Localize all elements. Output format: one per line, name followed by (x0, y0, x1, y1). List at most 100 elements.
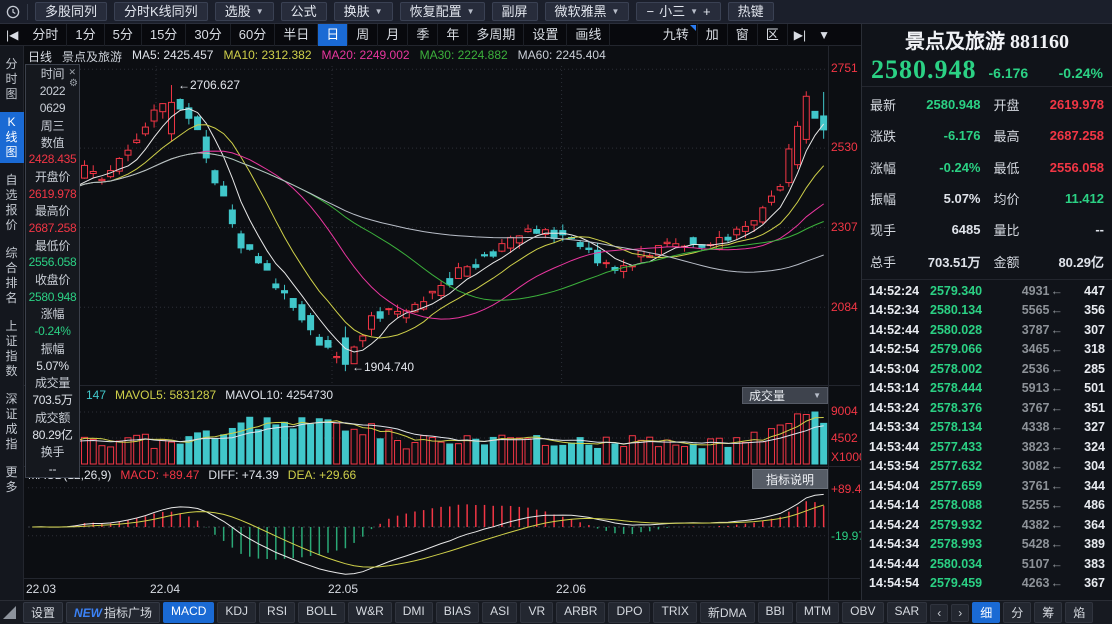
period-tab[interactable]: 60分 (231, 23, 276, 46)
view-mode-tab[interactable]: 细 (972, 602, 1001, 623)
indicator-tab[interactable]: RSI (259, 602, 296, 623)
indicator-tab[interactable]: BOLL (298, 602, 345, 623)
indicator-tab[interactable]: BIAS (435, 602, 480, 623)
gear-icon[interactable]: ⚙ (69, 78, 78, 89)
period-tab[interactable]: 多周期 (468, 23, 525, 46)
period-tab[interactable]: 周 (348, 23, 379, 46)
topbar-button[interactable]: 分时K线同列 (114, 2, 208, 21)
indicator-tab[interactable]: BBI (757, 602, 793, 623)
view-mode-tab[interactable]: 筹 (1034, 602, 1063, 623)
tick-row[interactable]: 14:54:24 2579.932 4382 ← 364 (862, 515, 1112, 535)
period-tab[interactable]: 5分 (105, 23, 142, 46)
tick-row[interactable]: 14:54:44 2580.034 5107 ← 383 (862, 554, 1112, 574)
toolbar-tool-button[interactable]: 加 (698, 23, 728, 46)
indicator-help-button[interactable]: 指标说明 (752, 469, 828, 489)
sidebar-item[interactable]: 分 时 图 (5, 57, 18, 101)
tick-row[interactable]: 14:52:44 2580.028 3787 ← 307 (862, 320, 1112, 340)
indicator-tab[interactable]: DMI (394, 602, 433, 623)
tick-row[interactable]: 14:53:14 2578.444 5913 ← 501 (862, 379, 1112, 399)
sidebar-item[interactable]: K 线 图 (0, 112, 24, 163)
topbar-button[interactable]: 恢复配置 ▼ (399, 2, 485, 21)
skip-to-start-icon[interactable]: |◀ (6, 27, 19, 42)
indicator-tab[interactable]: VR (520, 602, 554, 623)
scroll-left-button[interactable]: ‹ (930, 603, 949, 622)
tick-row[interactable]: 14:54:54 2579.459 4263 ← 367 (862, 574, 1112, 594)
tick-row[interactable]: 14:52:54 2579.066 3465 ← 318 (862, 340, 1112, 360)
volume-indicator-dropdown[interactable]: 成交量 ▼ (742, 387, 828, 404)
toolbar-tool-button[interactable]: 窗 (728, 23, 758, 46)
settings-button[interactable]: 设置 (23, 602, 64, 623)
period-tab[interactable]: 1分 (67, 23, 105, 46)
font-size-group[interactable]: − 小三 ▼ + (636, 2, 721, 21)
kline-chart[interactable] (24, 46, 860, 600)
toolbar-tool-button[interactable]: 九转 (655, 23, 698, 46)
indicator-tab[interactable]: SAR (886, 602, 928, 623)
clock-icon[interactable] (6, 5, 20, 19)
indicator-tab[interactable]: MACD (163, 602, 215, 623)
topbar-button[interactable]: 换肤 ▼ (333, 2, 393, 21)
indicator-plaza-button[interactable]: NEW 指标广场 (66, 602, 161, 623)
indicator-tab[interactable]: ASI (482, 602, 518, 623)
tick-row[interactable]: 14:54:14 2578.088 5255 ← 486 (862, 496, 1112, 516)
tick-row[interactable]: 14:54:04 2577.659 3761 ← 344 (862, 476, 1112, 496)
font-bigger-button[interactable]: + (703, 4, 711, 19)
tick-row[interactable]: 14:53:44 2577.433 3823 ← 324 (862, 437, 1112, 457)
indicator-tab[interactable]: DPO (608, 602, 651, 623)
tick-time: 14:53:44 (869, 439, 920, 454)
scroll-right-button[interactable]: › (951, 603, 970, 622)
topbar-button[interactable]: 副屏 (491, 2, 538, 21)
toolbar-tool-button[interactable]: 区 (758, 23, 788, 46)
tick-volume: 5428 (1021, 537, 1050, 552)
period-tab[interactable]: 日 (318, 23, 349, 46)
tick-row[interactable]: 14:53:24 2578.376 3767 ← 351 (862, 398, 1112, 418)
topbar-button[interactable]: 多股同列 (35, 2, 108, 21)
period-tab[interactable]: 设置 (524, 23, 568, 46)
sidebar-item[interactable]: 更 多 (5, 465, 18, 494)
period-tab[interactable]: 年 (438, 23, 469, 46)
period-tab[interactable]: 15分 (142, 23, 187, 46)
indicator-tab[interactable]: 新DMA (699, 602, 755, 623)
sidebar-item[interactable]: 上 证 指 数 (5, 319, 18, 378)
topbar-button[interactable]: 公式 (280, 2, 327, 21)
tick-row[interactable]: 14:53:54 2577.632 3082 ← 304 (862, 457, 1112, 477)
indicator-tab[interactable]: TRIX (653, 602, 697, 623)
close-icon[interactable]: ✕ (68, 67, 76, 77)
sidebar-item[interactable]: 综 合 排 名 (5, 246, 18, 305)
skip-to-end-icon[interactable]: ▶| (793, 27, 807, 42)
period-tab[interactable]: 画线 (567, 23, 611, 46)
view-mode-tab[interactable]: 分 (1003, 602, 1032, 623)
tick-row[interactable]: 14:52:24 2579.340 4931 ← 447 (862, 281, 1112, 301)
resize-grip-icon[interactable] (3, 606, 16, 619)
sidebar-item[interactable]: 自 选 报 价 (5, 173, 18, 232)
plaza-label: 指标广场 (104, 606, 153, 620)
tick-count: 344 (1084, 478, 1105, 493)
font-smaller-button[interactable]: − (646, 4, 655, 19)
period-tab[interactable]: 季 (408, 23, 439, 46)
period-tab[interactable]: 分时 (24, 23, 68, 46)
sidebar-item[interactable]: 深 证 成 指 (5, 392, 18, 451)
indicator-tab[interactable]: OBV (842, 602, 884, 623)
period-tab[interactable]: 30分 (186, 23, 231, 46)
topbar-button[interactable]: 微软雅黑 ▼ (544, 2, 630, 21)
y-axis-label: 2307 (831, 220, 858, 234)
tick-row[interactable]: 14:54:34 2578.993 5428 ← 389 (862, 535, 1112, 555)
tick-row[interactable]: 14:53:04 2578.002 2536 ← 285 (862, 359, 1112, 379)
tick-row[interactable]: 14:52:34 2580.134 5565 ← 356 (862, 301, 1112, 321)
tick-row[interactable]: 14:53:34 2578.134 4338 ← 327 (862, 418, 1112, 438)
view-mode-tab[interactable]: 焰 (1065, 602, 1094, 623)
indicator-tab[interactable]: KDJ (217, 602, 257, 623)
indicator-tab[interactable]: ARBR (556, 602, 606, 623)
quote-value: -- (1095, 222, 1104, 238)
chart-info-line: 日线 景点及旅游 MA5: 2425.457 MA10: 2312.382 MA20… (28, 48, 606, 64)
quote-value: 703.51万 (927, 254, 981, 270)
tick-price: 2580.134 (930, 303, 983, 318)
volume-axis-label: 4502 (831, 431, 858, 445)
hotkey-button[interactable]: 热键 (727, 2, 774, 21)
indicator-tab[interactable]: MTM (795, 602, 840, 623)
period-tab[interactable]: 月 (378, 23, 409, 46)
indicator-tab[interactable]: W&R (347, 602, 392, 623)
period-tab[interactable]: 半日 (275, 23, 319, 46)
infobox-text: 成交量 (34, 376, 71, 391)
chevron-down-icon[interactable]: ▼ (818, 27, 830, 42)
topbar-button[interactable]: 选股 ▼ (214, 2, 274, 21)
